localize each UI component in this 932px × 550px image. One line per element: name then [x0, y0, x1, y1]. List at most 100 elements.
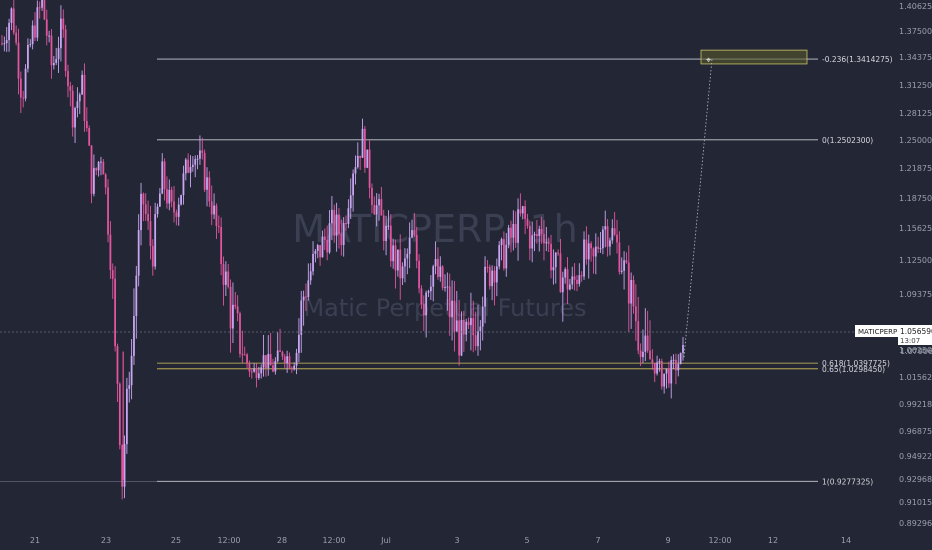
candle-body	[335, 214, 338, 236]
candle-body	[646, 335, 649, 351]
candle-body	[302, 296, 305, 301]
candle-body	[222, 264, 225, 285]
candle-body	[371, 187, 373, 206]
candle-body	[31, 25, 34, 45]
candle-body	[224, 271, 227, 285]
candle-body	[550, 243, 552, 271]
candle-body	[314, 250, 317, 254]
candle-body	[208, 177, 211, 202]
candle-body	[557, 252, 560, 254]
candle-body	[29, 44, 32, 46]
time-axis[interactable]: 21 23 25 12:00 28 12:00 Jul 3 5 7 9 12:00 12 14	[30, 536, 851, 545]
candle-body	[493, 270, 496, 283]
candle-body	[34, 25, 36, 38]
candle-body	[543, 234, 545, 244]
candle-body	[415, 234, 418, 261]
candle-body	[295, 352, 298, 366]
price-axis-tick: 1.2187500	[899, 164, 932, 173]
candle-body	[257, 373, 260, 378]
candle-body	[41, 0, 43, 8]
candle-body	[361, 128, 364, 158]
candle-body	[24, 68, 27, 99]
candle-body	[378, 199, 380, 206]
time-axis-tick: 9	[665, 536, 670, 545]
candle-body	[64, 29, 67, 72]
candle-body	[642, 351, 644, 358]
candle-body	[194, 159, 197, 165]
candle-body	[8, 22, 10, 41]
fib-level-label: 1(0.9277325)	[822, 477, 873, 486]
candle-body	[274, 361, 277, 372]
candle-body	[140, 193, 142, 231]
candle-body	[10, 8, 13, 23]
candle-body	[559, 253, 562, 293]
candle-body	[67, 71, 69, 87]
time-axis-tick: 7	[595, 536, 600, 545]
fib-level-label: 0.618(1.0397725)	[822, 359, 890, 368]
fib-level-label: -0.236(1.3414275)	[822, 55, 893, 64]
candle-body	[250, 371, 253, 373]
candle-body	[38, 7, 41, 9]
candle-body	[439, 266, 442, 277]
candle-body	[279, 350, 281, 352]
candle-body	[566, 269, 569, 290]
price-axis-tick: 1.1875000	[899, 194, 932, 203]
candle-body	[125, 388, 128, 445]
candle-body	[69, 86, 72, 91]
candle-body	[432, 266, 435, 287]
price-axis-tick: 1.3125000	[899, 81, 932, 90]
candle-body	[639, 350, 642, 358]
candle-body	[627, 262, 630, 304]
candle-body	[76, 101, 79, 109]
candle-body	[236, 306, 239, 314]
candle-body	[15, 32, 18, 43]
candle-body	[623, 260, 625, 271]
candle-body	[422, 304, 425, 316]
candle-body	[272, 365, 274, 372]
price-axis-tick: 1.2812500	[899, 109, 932, 118]
candle-body	[55, 59, 58, 63]
candle-body	[420, 288, 423, 305]
candle-body	[347, 208, 350, 225]
target-box[interactable]	[700, 49, 808, 65]
price-axis-tick: 1.4062500	[899, 2, 932, 11]
candle-body	[396, 249, 399, 271]
candle-body	[248, 363, 251, 372]
candle-body	[62, 18, 65, 30]
candle-body	[130, 355, 133, 386]
candle-body	[382, 215, 385, 242]
candle-body	[151, 246, 154, 267]
candle-body	[512, 224, 515, 238]
candle-body	[625, 260, 628, 263]
candle-body	[446, 286, 449, 288]
price-marker-box	[898, 325, 932, 345]
candle-body	[491, 270, 494, 287]
projection[interactable]: ⌖	[683, 49, 808, 358]
candle-body	[545, 242, 548, 244]
price-axis[interactable]: 1.4062500 1.3750000 1.3437500 1.3125000 1.28…	[899, 2, 932, 528]
candle-body	[210, 201, 213, 215]
candle-body	[133, 315, 135, 356]
candle-body	[191, 164, 194, 167]
time-axis-tick: 21	[30, 536, 40, 545]
candle-body	[531, 235, 534, 249]
candle-body	[17, 42, 20, 79]
candle-body	[592, 248, 595, 257]
candle-body	[187, 159, 190, 173]
candle-body	[538, 229, 541, 237]
candle-body	[81, 74, 84, 95]
price-marker-countdown: 13:07	[900, 337, 920, 345]
candle-body	[102, 161, 105, 175]
candle-body	[52, 62, 55, 66]
candle-body	[283, 356, 286, 364]
candle-body	[60, 18, 62, 49]
price-axis-hidden-tick: 1.0790625	[900, 347, 932, 356]
candle-body	[587, 243, 590, 260]
fib-retracement[interactable]: -0.236(1.3414275) 0(1.2502300) 0.618(1.039…	[0, 55, 893, 486]
candle-body	[651, 359, 654, 364]
candle-body	[441, 266, 444, 288]
candle-body	[100, 161, 102, 163]
price-axis-tick: 1.0156250	[899, 373, 932, 382]
